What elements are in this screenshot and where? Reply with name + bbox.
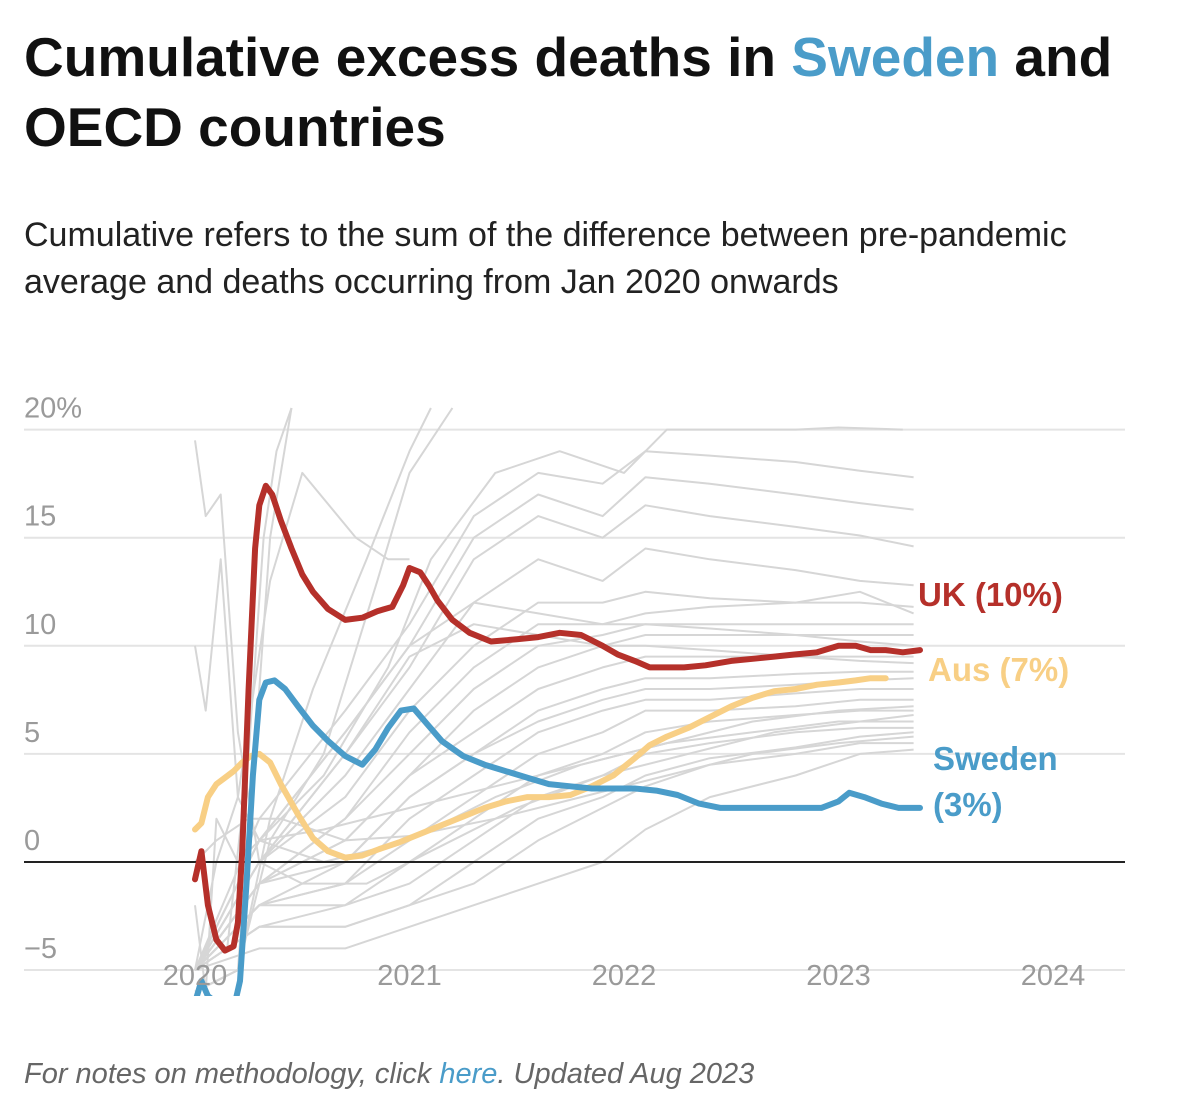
y-tick-label: 5 (24, 717, 40, 749)
sweden-series-line (193, 677, 923, 996)
background-country-line (194, 698, 914, 971)
background-country-line (194, 720, 914, 993)
background-country-line (194, 426, 903, 971)
footer-note: For notes on methodology, click here. Up… (24, 1058, 754, 1091)
x-tick-label: 2024 (1021, 960, 1086, 992)
chart-title-prefix: Cumulative excess deaths in (24, 26, 792, 88)
background-country-line (194, 476, 914, 971)
x-tick-label: 2021 (377, 960, 442, 992)
aus-series-line (192, 675, 889, 861)
uk-series-line (192, 482, 923, 954)
background-country-line (194, 590, 914, 971)
chart-title-highlight: Sweden (791, 26, 1000, 88)
series-end-labels: UK (10%) Aus (7%) Sweden (3%) (918, 576, 1069, 823)
y-tick-label: 0 (24, 825, 40, 857)
sweden-series-label-line1: Sweden (933, 740, 1058, 777)
aus-series-label: Aus (7%) (928, 651, 1069, 688)
y-axis-tick-labels: −5 0 5 10 15 20% (24, 393, 82, 965)
line-chart: −5 0 5 10 15 20% 2020 2021 2022 2023 2024 UK (10%… (24, 393, 1125, 996)
chart-subtitle: Cumulative refers to the sum of the diff… (24, 216, 1067, 301)
y-tick-label: 20% (24, 393, 82, 425)
background-country-line (194, 748, 914, 972)
background-country-lines (194, 407, 914, 993)
uk-series-label: UK (10%) (918, 576, 1063, 613)
methodology-link[interactable]: here (439, 1058, 498, 1090)
background-country-line (194, 623, 914, 971)
background-country-line (194, 450, 914, 971)
x-axis-tick-labels: 2020 2021 2022 2023 2024 (163, 960, 1086, 992)
y-tick-label: 15 (24, 501, 56, 533)
chart-title-suffix: and OECD countries (24, 26, 1113, 158)
chart-title: Cumulative excess deaths in Sweden and O… (24, 22, 1154, 162)
x-tick-label: 2020 (163, 960, 228, 992)
background-country-line (194, 742, 914, 971)
gridlines (24, 428, 1125, 972)
background-country-line (194, 590, 914, 971)
background-country-line (194, 440, 914, 885)
background-country-line (194, 670, 914, 971)
footer-prefix: For notes on methodology, click (24, 1058, 440, 1090)
background-country-line (194, 547, 914, 971)
x-tick-label: 2022 (592, 960, 657, 992)
footer-suffix: . Updated Aug 2023 (497, 1058, 755, 1090)
background-country-line (194, 601, 914, 971)
y-tick-label: −5 (24, 933, 57, 965)
y-tick-label: 10 (24, 609, 56, 641)
highlighted-series-lines (192, 482, 923, 996)
x-tick-label: 2023 (806, 960, 871, 992)
sweden-series-label-line2: (3%) (933, 786, 1003, 823)
